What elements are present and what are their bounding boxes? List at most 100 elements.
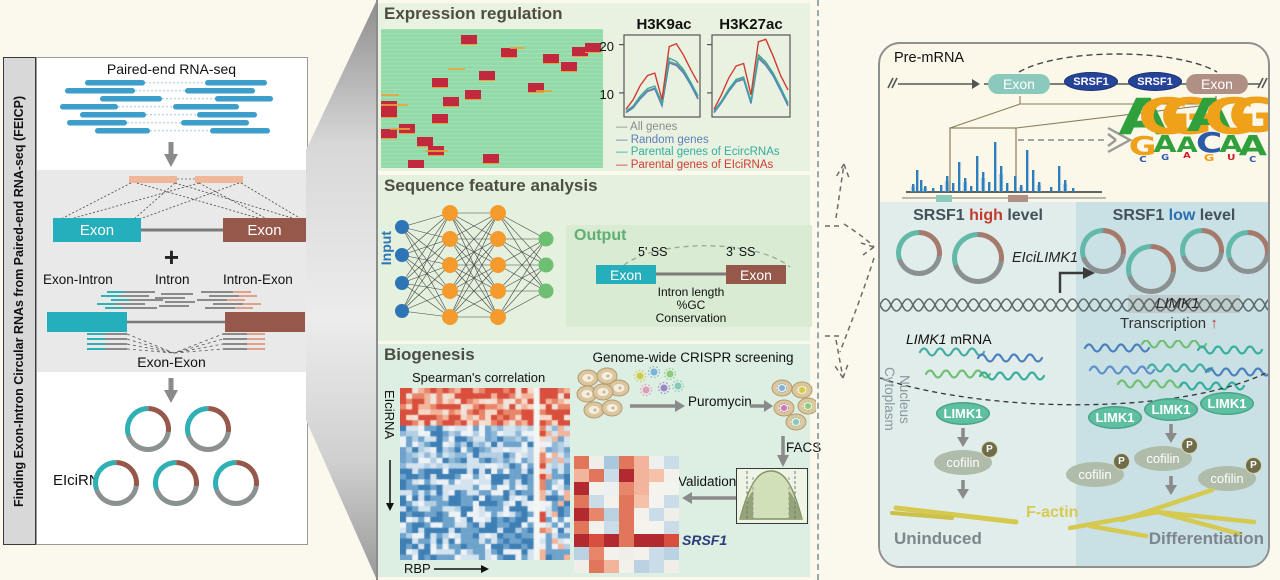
validation-cell [634, 482, 649, 495]
low-level-title: SRSF1 low level [1076, 207, 1268, 225]
transcription-label: Transcription ↑ [1120, 315, 1218, 332]
validation-label: Validation [678, 474, 737, 489]
validation-cell [574, 534, 589, 547]
validation-cell [604, 482, 619, 495]
plot-legend: — All genes — Random genes — Parental gene… [616, 121, 780, 171]
logo-letter: G [1160, 88, 1214, 146]
expression-regulation-section: Expression regulation H3K9ac H3K27ac 20 … [378, 3, 810, 171]
validation-cell [589, 469, 604, 482]
compartment-labels: Nucleus Cytoplasm [882, 284, 912, 514]
srsf1-label: SRSF1 [1073, 75, 1109, 88]
limk1-text: LIMK1 [1095, 410, 1135, 425]
cofilin-text: cofilin [946, 455, 980, 470]
cofilin-text: cofilin [1078, 467, 1112, 482]
title-high: high [969, 207, 1003, 224]
nucleus-label: Nucleus [897, 374, 912, 424]
logo-letter: A [1176, 133, 1198, 157]
validation-cell [589, 495, 604, 508]
eicilimk1-label: EIciLIMK1 [1012, 250, 1079, 266]
logo-letter: G [1204, 88, 1258, 146]
logo-letter: A [1117, 88, 1169, 146]
srsf1-label: SRSF1 [1137, 75, 1173, 88]
logo-letter: A [1238, 129, 1268, 163]
cofilin-protein: cofilin P [934, 441, 998, 475]
paired-end-title: Paired-end RNA-seq [106, 61, 237, 77]
nn-output-box: Output 5' SS 3' SS Exon Exon Intron leng… [566, 225, 812, 327]
exon-label: Exon [1201, 76, 1233, 92]
differentiation-label: Differentiation [1148, 529, 1264, 548]
eicirna-circle [213, 460, 259, 506]
down-arrow-icon [957, 480, 969, 499]
validation-cell [664, 495, 679, 508]
exon-pill-left: Exon [988, 74, 1050, 94]
exon-label: Exon [610, 266, 642, 283]
cofilin-protein: cofilin P [1134, 437, 1198, 471]
validation-cell [619, 456, 634, 469]
validation-cell [649, 508, 664, 521]
limk1-protein: LIMK1 [1200, 392, 1254, 415]
mrna-waves-graphic [918, 340, 1268, 391]
validation-cell [589, 534, 604, 547]
sgrna-library-virus-icons [633, 366, 685, 397]
strip-line2: (FEICP) [12, 95, 26, 141]
logo-letter: G [1228, 93, 1268, 141]
validation-cell [649, 534, 664, 547]
heatmap-block [478, 70, 495, 81]
cofilin-protein: cofilin P [1198, 457, 1262, 491]
srsf1-protein: SRSF1 [1064, 72, 1118, 91]
logo-letter: U [1226, 152, 1236, 162]
strip-line1: Finding Exon-Intron Circular RNAs from P… [12, 144, 26, 507]
down-arrow-icon [164, 378, 178, 403]
cells-graphic [576, 367, 630, 419]
validation-cell [619, 521, 634, 534]
exon-label: Exon [247, 221, 282, 239]
validation-cell [619, 508, 634, 521]
facs-plot [736, 468, 808, 524]
validation-cell [574, 508, 589, 521]
heatmap-block [460, 34, 477, 45]
right-arrow-icon [750, 400, 773, 412]
paired-end-section: Paired-end RNA-seq [37, 58, 306, 170]
validation-cell [664, 469, 679, 482]
validation-cell [619, 495, 634, 508]
validation-cell [649, 482, 664, 495]
neural-network-graphic [395, 205, 554, 325]
nn-output-label: Output [574, 227, 627, 244]
validation-cell [649, 469, 664, 482]
heatmap-streak [509, 47, 526, 50]
right-arrow-icon [433, 564, 489, 573]
validation-cell [589, 547, 604, 560]
logo-letter: A [1153, 132, 1177, 158]
heatmap-block [443, 97, 460, 108]
dna-helix-graphic [880, 298, 1268, 312]
exon-label: Exon [1003, 76, 1035, 92]
validation-cell [649, 495, 664, 508]
logo-letter: A [1219, 132, 1243, 158]
validation-cell [664, 456, 679, 469]
logo-letter: A [1186, 89, 1232, 142]
limk1-protein: LIMK1 [1144, 398, 1198, 421]
heatmap-block [560, 62, 577, 73]
factin-filament-single [890, 505, 1019, 525]
title-pre: SRSF1 [1112, 207, 1169, 224]
down-arrow-icon [1165, 424, 1177, 443]
validation-cell [604, 456, 619, 469]
section-title: Biogenesis [384, 345, 475, 364]
mrna-suffix: mRNA [946, 331, 992, 347]
sequence-features: Intron length %GC Conservation [604, 286, 778, 325]
feicp-title-strip: Finding Exon-Intron Circular RNAs from P… [3, 57, 36, 545]
down-arrow-icon [957, 428, 969, 447]
heatmap-block [416, 137, 433, 148]
eicirna-circle [896, 230, 942, 276]
transcription-text: Transcription [1120, 315, 1207, 332]
title-post: level [1002, 207, 1043, 224]
limk1-text: LIMK1 [1207, 396, 1247, 411]
validation-cell [649, 521, 664, 534]
validation-cell [574, 456, 589, 469]
logo-letter: C [1195, 127, 1223, 160]
mapping-lines-graphic [47, 176, 305, 354]
validation-cell [604, 508, 619, 521]
three-ss-label: 3' SS [726, 245, 756, 259]
